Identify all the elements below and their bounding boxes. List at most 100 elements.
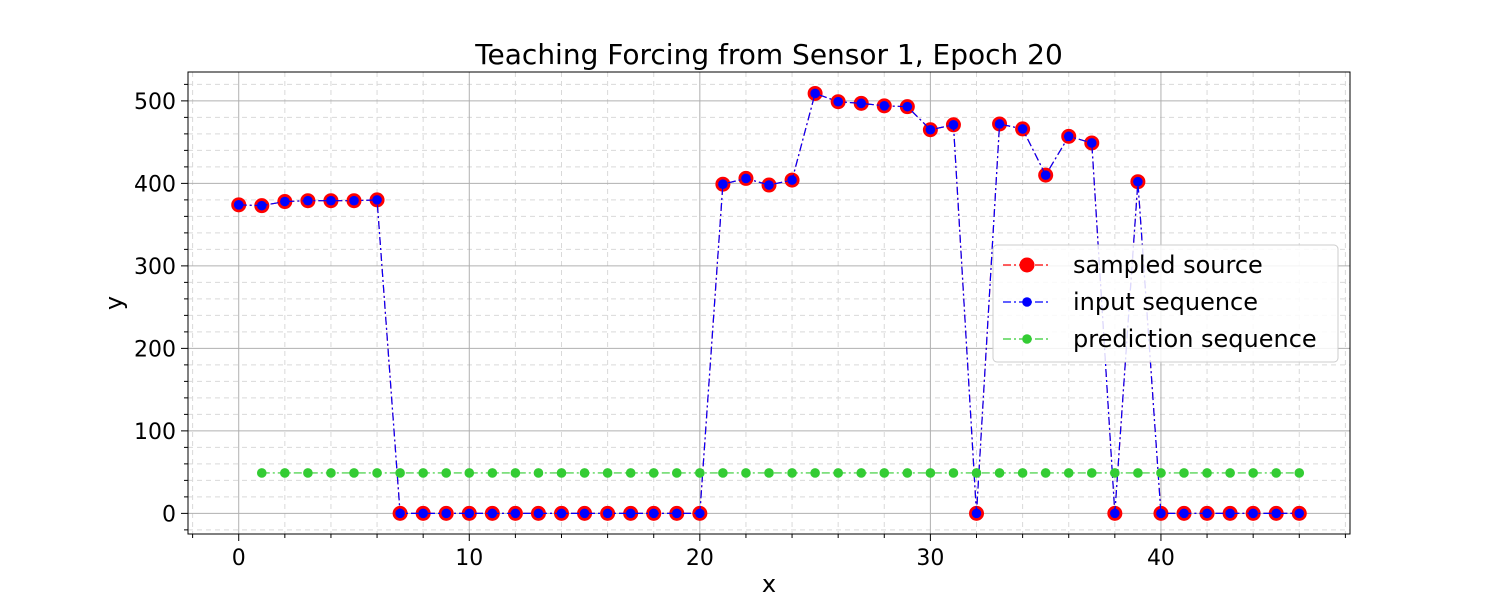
data-point xyxy=(810,468,820,478)
legend-item: sampled source xyxy=(1003,251,1263,279)
data-point xyxy=(648,468,659,478)
y-tick-label: 500 xyxy=(134,90,176,115)
data-point xyxy=(579,468,590,478)
legend-label: prediction sequence xyxy=(1073,325,1317,353)
data-point xyxy=(648,508,659,519)
y-tick-label: 400 xyxy=(134,172,176,197)
data-point xyxy=(602,508,613,519)
data-point xyxy=(902,101,913,112)
y-axis-label: y xyxy=(100,296,128,310)
data-point xyxy=(695,508,705,519)
data-point xyxy=(510,468,521,478)
data-point xyxy=(256,468,267,478)
data-point xyxy=(280,468,290,478)
data-point xyxy=(1017,124,1028,134)
data-point xyxy=(1294,508,1305,519)
data-point xyxy=(1040,468,1051,478)
y-tick-label: 0 xyxy=(162,502,176,527)
y-tick-label: 100 xyxy=(134,420,176,445)
data-point xyxy=(372,468,382,478)
legend-item: prediction sequence xyxy=(1003,325,1317,353)
legend-box xyxy=(992,244,1339,363)
data-point xyxy=(718,468,728,478)
y-tick-label: 200 xyxy=(134,337,176,362)
data-point xyxy=(372,195,382,205)
data-point xyxy=(303,195,313,206)
data-point xyxy=(1086,468,1097,478)
data-point xyxy=(349,468,359,478)
data-point xyxy=(1248,468,1258,478)
data-point xyxy=(741,468,751,478)
data-point xyxy=(1017,468,1028,478)
data-point xyxy=(602,468,613,478)
data-point xyxy=(1156,508,1166,519)
data-point xyxy=(764,180,774,190)
legend-item: input sequence xyxy=(1003,288,1258,316)
x-axis-label: x xyxy=(762,570,776,598)
data-point xyxy=(625,468,636,478)
data-point xyxy=(280,196,290,207)
data-point xyxy=(1179,508,1189,519)
minor-grid xyxy=(188,72,1350,534)
data-point xyxy=(671,508,682,519)
legend-swatch-marker xyxy=(1019,257,1035,273)
legend-swatch-marker xyxy=(1022,297,1032,307)
data-point xyxy=(464,468,475,478)
data-point xyxy=(1110,508,1120,519)
data-point xyxy=(1110,468,1120,478)
axis-ticks xyxy=(181,83,1346,541)
series-line xyxy=(238,92,1300,514)
data-point xyxy=(349,195,359,206)
data-point xyxy=(533,468,544,478)
data-point xyxy=(326,195,336,206)
x-tick-label: 10 xyxy=(455,546,483,571)
data-point xyxy=(948,120,959,130)
legend-label: input sequence xyxy=(1073,288,1258,316)
series-prediction-sequence xyxy=(256,468,1305,478)
data-point xyxy=(395,508,405,519)
x-tick-label: 0 xyxy=(232,546,246,571)
x-tick-label: 20 xyxy=(686,546,714,571)
data-point xyxy=(441,508,452,519)
data-point xyxy=(833,468,843,478)
data-point xyxy=(925,468,936,478)
data-point xyxy=(1063,468,1074,478)
data-point xyxy=(1133,468,1143,478)
legend-swatch-marker xyxy=(1022,334,1032,344)
data-point xyxy=(510,508,521,519)
data-point xyxy=(418,468,428,478)
data-point xyxy=(1225,508,1235,519)
data-point xyxy=(856,468,867,478)
data-point xyxy=(1225,468,1235,478)
legend: sampled source input sequence prediction s… xyxy=(992,244,1339,363)
data-point xyxy=(971,468,982,478)
chart-title: Teaching Forcing from Sensor 1, Epoch 20 xyxy=(474,38,1063,71)
data-point xyxy=(441,468,452,478)
data-point xyxy=(879,101,890,111)
data-point xyxy=(256,200,267,211)
data-point xyxy=(556,508,567,519)
data-point xyxy=(418,508,428,519)
data-point xyxy=(1040,170,1051,180)
data-point xyxy=(948,468,959,478)
data-point xyxy=(902,468,913,478)
data-point xyxy=(718,179,728,189)
data-point xyxy=(879,468,890,478)
data-point xyxy=(856,98,867,109)
data-point xyxy=(556,468,567,478)
data-point xyxy=(464,508,475,519)
y-tick-label: 300 xyxy=(134,255,176,280)
data-point xyxy=(1202,468,1212,478)
data-point xyxy=(787,468,797,478)
data-point xyxy=(533,508,544,519)
series-input-sequence xyxy=(233,88,1305,519)
data-point xyxy=(1271,468,1282,478)
data-point xyxy=(764,468,774,478)
data-point xyxy=(1294,468,1305,478)
x-tick-label: 30 xyxy=(916,546,944,571)
data-point xyxy=(695,468,705,478)
data-point xyxy=(579,508,590,519)
plot-frame xyxy=(187,71,1351,535)
